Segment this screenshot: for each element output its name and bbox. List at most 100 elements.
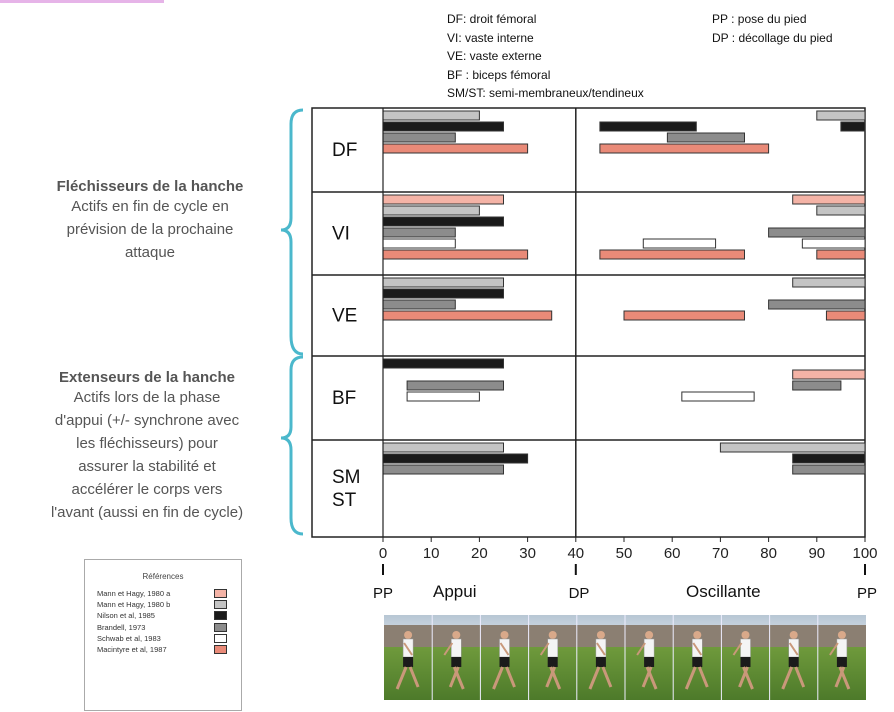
runner-leg <box>641 666 653 688</box>
reference-item: Nilson et al, 1985 <box>85 610 241 621</box>
activity-bar <box>382 249 529 260</box>
runner-leg <box>505 666 516 688</box>
flexors-desc-2: prévision de la prochaine <box>66 221 234 238</box>
activity-bar <box>840 121 866 132</box>
runner-leg <box>781 666 794 690</box>
runner-shorts <box>403 657 414 667</box>
reference-item: Brandell, 1973 <box>85 622 241 633</box>
references-title: Références <box>142 572 184 581</box>
pink-tab-marker <box>0 0 164 14</box>
activity-bar <box>816 205 866 216</box>
activity-bar <box>681 391 755 402</box>
x-tick-label: 0 <box>379 545 387 562</box>
activity-bar <box>382 310 553 321</box>
abbr-smst: SM/ST: semi-membraneux/tendineux <box>447 86 644 100</box>
abbr-pp: PP : pose du pied <box>712 12 807 26</box>
running-sequence-photo <box>384 615 866 700</box>
abbr-dp: DP : décollage du pied <box>712 30 833 45</box>
runner-head <box>548 631 557 639</box>
reference-label: Schwab et al, 1983 <box>97 633 161 643</box>
runner-leg <box>794 666 806 688</box>
activity-bar <box>642 238 717 249</box>
runner-arm <box>403 642 413 656</box>
activity-bar <box>382 299 456 310</box>
pp-start-label: PP <box>372 585 393 602</box>
dp-label-wrap: DP <box>564 585 594 603</box>
x-tick-label: 70 <box>712 545 729 562</box>
extensors-desc-6: l'avant (aussi en fin de cycle) <box>50 504 244 521</box>
runner-shirt <box>643 638 655 658</box>
activity-bar <box>382 238 456 249</box>
runner-arm <box>636 642 646 656</box>
runner-shorts <box>547 657 558 667</box>
runner-arm <box>499 642 510 656</box>
references-legend: Références Mann et Hagy, 1980 a Mann et … <box>84 559 242 711</box>
activity-bar <box>382 143 529 154</box>
activity-bar <box>382 277 504 288</box>
x-tick-label: 10 <box>423 545 440 562</box>
flexors-annotation: Fléchisseurs de la hanche Actifs en fin … <box>20 178 280 264</box>
runner-arm <box>692 642 703 656</box>
x-tick-label: 40 <box>567 545 584 562</box>
runner-head <box>500 631 509 639</box>
photo-frames <box>395 615 851 700</box>
activity-bar <box>382 205 480 216</box>
reference-label: Mann et Hagy, 1980 a <box>97 589 171 598</box>
pp-end-label-wrap: PP <box>853 585 881 603</box>
extensors-desc-5: accélérer le corps vers <box>71 481 223 498</box>
runner-shorts <box>499 657 510 667</box>
muscle-label: VE <box>332 306 357 327</box>
reference-swatch <box>214 611 227 621</box>
x-tick-label: 100 <box>852 545 877 562</box>
activity-bar <box>382 453 529 464</box>
flexors-title: Fléchisseurs de la hanche <box>56 178 244 195</box>
runner-head <box>404 631 413 639</box>
activity-bar <box>623 310 745 321</box>
reference-item: Schwab et al, 1983 <box>85 633 241 644</box>
activity-bar <box>382 442 504 453</box>
runner-leg <box>448 666 460 688</box>
reference-item: Macintyre et al, 1987 <box>85 644 241 655</box>
flexors-desc-3: attaque <box>124 244 176 261</box>
phase-abbreviation-list: PP : pose du pied DP : décollage du pied <box>712 10 833 47</box>
runner-arm <box>829 642 839 656</box>
reference-label: Mann et Hagy, 1980 b <box>97 600 171 610</box>
activity-bar <box>382 288 504 299</box>
runner-shirt <box>740 638 751 658</box>
reference-label: Nilson et al, 1985 <box>97 611 155 621</box>
activity-bar <box>382 216 504 227</box>
activity-bar <box>816 249 866 260</box>
activity-bar <box>599 143 770 154</box>
runner-shorts <box>836 657 847 667</box>
activity-bar <box>792 453 866 464</box>
runner-leg <box>408 666 420 688</box>
runner-leg <box>588 666 601 690</box>
runner-shorts <box>788 657 799 667</box>
extensors-desc-1: Actifs lors de la phase <box>73 389 221 406</box>
activity-bar <box>768 299 866 310</box>
pp-start-label-wrap: PP <box>370 585 396 603</box>
runner-head <box>789 631 798 639</box>
muscle-label: VI <box>332 224 350 245</box>
runner-head <box>596 631 605 639</box>
activity-bar <box>792 380 842 391</box>
abbr-vi: VI: vaste interne <box>447 30 534 45</box>
activity-bar <box>599 121 697 132</box>
runner-head <box>452 631 461 639</box>
appui-label: Appui <box>433 582 477 601</box>
abbr-df: DF: droit fémoral <box>447 12 537 26</box>
x-tick-label: 30 <box>519 545 536 562</box>
activity-bar <box>382 194 504 205</box>
photo-strip <box>384 615 866 700</box>
extensors-desc-4: assurer la stabilité et <box>78 458 216 475</box>
runner-leg <box>395 666 408 690</box>
activity-bar <box>816 110 866 121</box>
runner-shirt <box>547 638 558 658</box>
abbreviation-list: DF: droit fémoral VI: vaste interne VE: … <box>447 10 644 103</box>
reference-item: Mann et Hagy, 1980 a <box>85 588 241 599</box>
extensors-title: Extenseurs de la hanche <box>59 369 235 386</box>
runner-head <box>645 631 654 639</box>
runner-leg <box>601 666 613 688</box>
runner-leg <box>492 666 504 690</box>
